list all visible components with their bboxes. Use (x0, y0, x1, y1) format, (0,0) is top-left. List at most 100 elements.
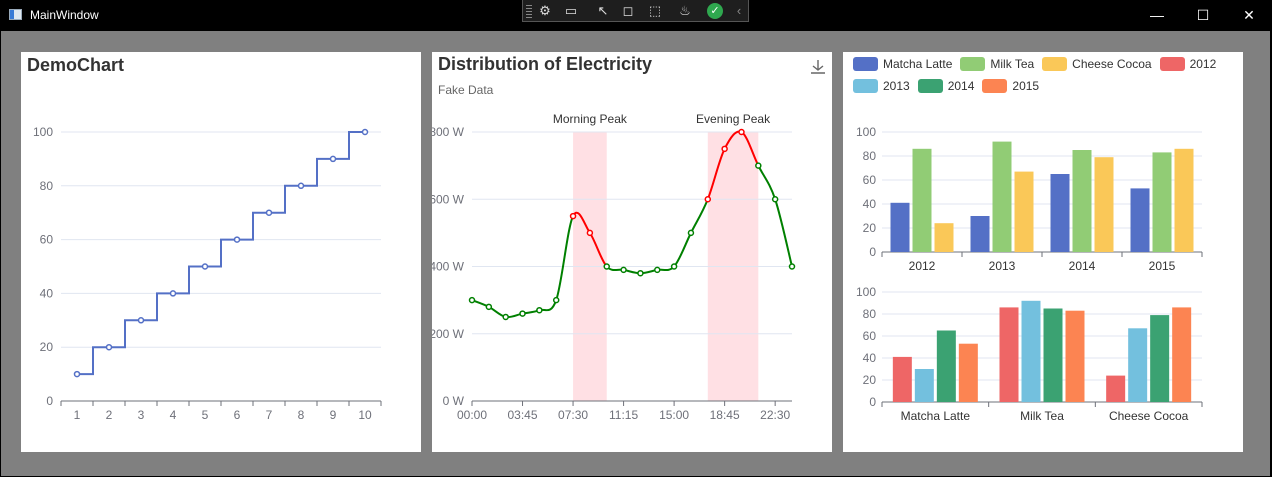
bar (892, 356, 912, 402)
x-tick-label: 11:15 (609, 408, 638, 422)
y-tick-label: 20 (863, 373, 877, 387)
bar (1152, 152, 1172, 252)
bar (1094, 157, 1114, 252)
title-bar[interactable]: MainWindow ⚙ ▭ ↖ ◻ ⬚ ♨ ✓ ‹ — ☐ ✕ (0, 0, 1272, 31)
y-tick-label: 0 W (443, 394, 465, 408)
app-icon (9, 9, 22, 20)
data-point (755, 162, 762, 169)
bar (970, 216, 990, 252)
bar (1072, 150, 1092, 252)
bar (992, 141, 1012, 252)
legend-item[interactable]: 2013 (853, 78, 910, 94)
data-point (169, 290, 177, 297)
data-point (233, 236, 241, 243)
chart-title: Distribution of Electricity (438, 54, 653, 74)
demo-chart-panel: DemoChart 0 20 40 60 80 100 1 2 3 4 5 6 7 8 9 10 (21, 52, 421, 452)
y-tick-label: 80 (863, 149, 877, 163)
y-tick-label: 100 (856, 125, 876, 139)
collapse-chevron-icon[interactable]: ‹ (736, 3, 742, 18)
x-tick-label: 07:30 (558, 408, 588, 422)
client-area: DemoChart 0 20 40 60 80 100 1 2 3 4 5 6 7 8 9 10 Distri… (1, 31, 1270, 476)
y-tick-label: 60 (863, 173, 877, 187)
data-point (502, 313, 509, 321)
data-point (704, 196, 712, 203)
toolbar-grip-icon[interactable] (526, 3, 532, 18)
display-layout-icon[interactable]: ◻ (622, 3, 634, 18)
binding-ok-icon[interactable]: ✓ (707, 3, 723, 19)
y-tick-label: 40 (40, 286, 54, 300)
y-tick-label: 40 (863, 197, 877, 211)
x-tick-label: 03:45 (508, 408, 538, 422)
bar (914, 369, 934, 402)
data-point (361, 128, 369, 136)
chart-title: DemoChart (27, 55, 125, 75)
bar (1065, 310, 1085, 402)
y-tick-label: 80 (40, 179, 54, 193)
bar (936, 330, 956, 402)
legend-item[interactable]: 2015 (982, 78, 1039, 94)
data-point (519, 310, 526, 317)
live-tree-icon[interactable]: ⚙ (539, 3, 551, 18)
data-point (603, 263, 610, 270)
bar (1128, 328, 1148, 402)
legend-swatch (960, 57, 986, 71)
bar (1050, 174, 1070, 252)
x-tick-label: 10 (358, 408, 372, 422)
maximize-icon[interactable]: ☐ (1196, 7, 1210, 23)
debug-toolbar: ⚙ ▭ ↖ ◻ ⬚ ♨ ✓ ‹ (522, 0, 749, 22)
chart-legend: Matcha Latte Milk Tea Cheese Cocoa 2012 2013… (853, 56, 1243, 100)
data-point (788, 263, 796, 270)
bar (1172, 307, 1192, 402)
legend-item[interactable]: Matcha Latte (853, 56, 952, 72)
select-element-icon[interactable]: ↖ (597, 3, 609, 18)
data-point (536, 306, 543, 314)
bar (999, 307, 1019, 402)
x-tick-label: 00:00 (457, 408, 487, 422)
x-tick-label: 1 (74, 408, 81, 422)
legend-item[interactable]: Milk Tea (960, 56, 1034, 72)
legend-label: 2015 (1012, 79, 1040, 93)
data-point (670, 263, 678, 270)
x-tick-label: 5 (202, 408, 209, 422)
data-point (329, 155, 337, 163)
minimize-icon[interactable]: — (1150, 7, 1164, 23)
x-tick-label: 4 (170, 408, 177, 422)
y-tick-label: 100 (33, 125, 53, 139)
legend-swatch (1159, 57, 1185, 71)
bar (1021, 300, 1041, 402)
bar (1043, 308, 1063, 402)
legend-swatch (917, 79, 943, 93)
download-icon[interactable] (809, 58, 827, 76)
x-tick-label: 2015 (1149, 259, 1176, 273)
video-icon[interactable]: ▭ (564, 3, 578, 18)
data-point (738, 128, 745, 136)
data-point (569, 212, 577, 220)
y-tick-label: 800 W (432, 125, 465, 139)
x-tick-label: 22:30 (760, 408, 790, 422)
y-tick-label: 60 (863, 329, 877, 343)
x-tick-label: 2 (106, 408, 113, 422)
data-point (654, 266, 661, 274)
legend-item[interactable]: Cheese Cocoa (1042, 56, 1152, 72)
x-tick-label: 8 (298, 408, 305, 422)
bar (1106, 375, 1126, 402)
data-point (721, 145, 728, 153)
bar (1130, 188, 1150, 252)
close-icon[interactable]: ✕ (1243, 7, 1255, 23)
demo-step-chart: 0 20 40 60 80 100 1 2 3 4 5 6 7 8 9 10 (33, 125, 382, 422)
y-tick-label: 100 (856, 285, 876, 299)
bar (912, 148, 932, 252)
x-tick-label: 2012 (909, 259, 936, 273)
y-tick-label: 0 (869, 245, 876, 259)
legend-item[interactable]: 2014 (917, 78, 974, 94)
series-segment (555, 215, 574, 301)
bar (1014, 171, 1034, 252)
chart-subtitle: Fake Data (438, 83, 494, 97)
legend-swatch (982, 79, 1008, 93)
bar (958, 343, 978, 402)
hot-reload-icon[interactable]: ♨ (679, 3, 691, 18)
legend-item[interactable]: 2012 (1159, 56, 1216, 72)
track-focus-icon[interactable]: ⬚ (648, 3, 662, 18)
data-point (468, 296, 476, 304)
x-tick-label: 15:00 (659, 408, 689, 422)
